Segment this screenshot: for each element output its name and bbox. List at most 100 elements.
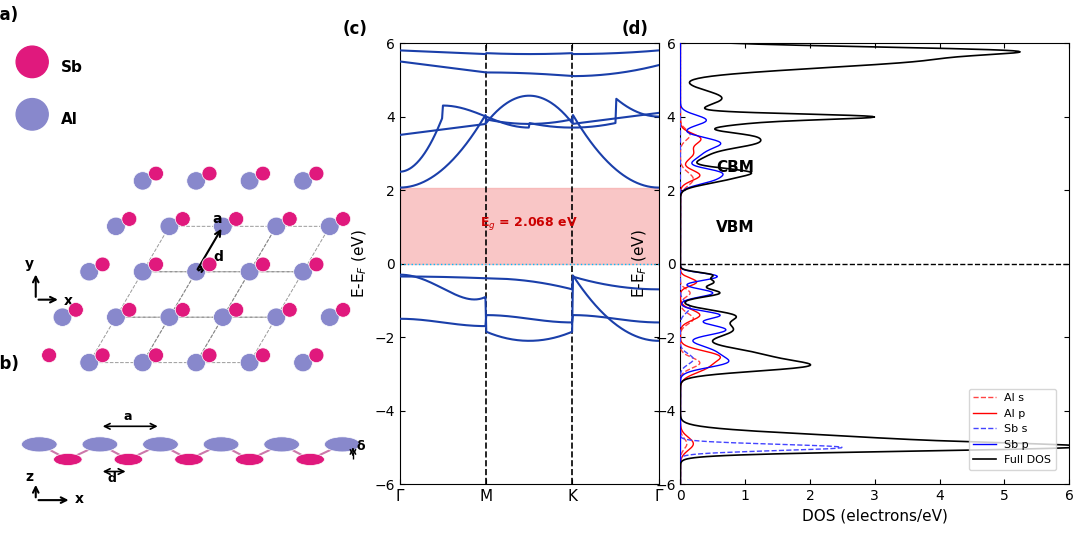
- Circle shape: [16, 46, 49, 77]
- Circle shape: [294, 353, 312, 372]
- Text: a: a: [123, 410, 132, 423]
- Circle shape: [95, 348, 110, 363]
- Circle shape: [321, 217, 339, 236]
- Circle shape: [264, 437, 299, 452]
- Sb p: [674, 40, 687, 46]
- Al s: [674, 213, 687, 220]
- Al s: [674, 146, 687, 153]
- Circle shape: [160, 308, 179, 327]
- Circle shape: [143, 437, 178, 452]
- Circle shape: [122, 302, 137, 317]
- Sb p: [674, 454, 687, 461]
- Circle shape: [256, 257, 270, 272]
- Circle shape: [321, 308, 339, 327]
- Text: (b): (b): [0, 355, 19, 373]
- Y-axis label: E-E$_F$ (eV): E-E$_F$ (eV): [350, 229, 368, 298]
- Circle shape: [229, 302, 244, 317]
- Full DOS: [721, 40, 734, 46]
- Text: d: d: [213, 250, 222, 264]
- Circle shape: [296, 454, 324, 465]
- Circle shape: [235, 454, 264, 465]
- Circle shape: [324, 437, 360, 452]
- Sb s: [674, 481, 687, 487]
- Bar: [400, 188, 659, 264]
- Sb s: [675, 454, 688, 461]
- Legend: Al s, Al p, Sb s, Sb p, Full DOS: Al s, Al p, Sb s, Sb p, Full DOS: [969, 389, 1056, 470]
- Sb p: [674, 101, 687, 108]
- Line: Al p: Al p: [680, 43, 720, 484]
- Al p: [674, 101, 687, 108]
- Circle shape: [294, 263, 312, 281]
- Circle shape: [282, 211, 297, 226]
- Circle shape: [149, 166, 163, 181]
- Circle shape: [80, 263, 98, 281]
- Circle shape: [229, 211, 244, 226]
- Text: d: d: [107, 472, 116, 485]
- Circle shape: [214, 217, 232, 236]
- Al p: [675, 454, 688, 461]
- Text: (c): (c): [342, 20, 367, 38]
- Text: Al: Al: [60, 112, 78, 127]
- Full DOS: [720, 146, 733, 153]
- Circle shape: [256, 166, 270, 181]
- Circle shape: [336, 211, 351, 226]
- Text: x: x: [65, 294, 73, 308]
- Circle shape: [240, 172, 259, 190]
- Text: (a): (a): [0, 6, 19, 24]
- Circle shape: [16, 98, 49, 130]
- Circle shape: [54, 454, 82, 465]
- Sb s: [674, 146, 687, 153]
- Circle shape: [122, 211, 137, 226]
- Al s: [674, 454, 687, 461]
- Full DOS: [674, 213, 687, 220]
- Circle shape: [282, 302, 297, 317]
- Circle shape: [80, 353, 98, 372]
- Circle shape: [133, 263, 152, 281]
- Text: E$_g$ = 2.068 eV: E$_g$ = 2.068 eV: [481, 215, 578, 232]
- Circle shape: [107, 217, 125, 236]
- Circle shape: [309, 348, 324, 363]
- Al p: [674, 213, 687, 220]
- Circle shape: [203, 437, 239, 452]
- Full DOS: [693, 454, 706, 461]
- Full DOS: [705, 101, 718, 108]
- Circle shape: [160, 217, 179, 236]
- Circle shape: [187, 353, 205, 372]
- Circle shape: [133, 172, 152, 190]
- Y-axis label: E-E$_F$ (eV): E-E$_F$ (eV): [631, 229, 649, 298]
- Circle shape: [202, 348, 217, 363]
- Circle shape: [68, 302, 83, 317]
- Al s: [674, 101, 687, 108]
- Circle shape: [175, 302, 190, 317]
- Sb p: [703, 146, 716, 153]
- Circle shape: [267, 217, 286, 236]
- Text: VBM: VBM: [716, 221, 755, 235]
- Text: (d): (d): [622, 20, 649, 38]
- Al p: [674, 200, 687, 207]
- Circle shape: [175, 454, 203, 465]
- Circle shape: [114, 454, 143, 465]
- Text: x: x: [75, 492, 84, 506]
- Al p: [674, 225, 687, 231]
- Circle shape: [149, 348, 163, 363]
- Circle shape: [187, 172, 205, 190]
- Circle shape: [294, 172, 312, 190]
- Line: Full DOS: Full DOS: [680, 43, 1080, 484]
- Circle shape: [149, 257, 163, 272]
- Line: Sb s: Sb s: [680, 43, 842, 484]
- Circle shape: [202, 257, 217, 272]
- Al s: [674, 225, 687, 231]
- Circle shape: [82, 437, 118, 452]
- Al s: [674, 200, 687, 207]
- Circle shape: [107, 308, 125, 327]
- Circle shape: [214, 308, 232, 327]
- Circle shape: [240, 353, 259, 372]
- Text: CBM: CBM: [716, 160, 754, 175]
- Circle shape: [256, 348, 270, 363]
- Circle shape: [53, 308, 72, 327]
- Circle shape: [202, 166, 217, 181]
- Text: a: a: [212, 212, 221, 226]
- Line: Sb p: Sb p: [680, 43, 729, 484]
- Sb p: [674, 213, 687, 220]
- Full DOS: [674, 481, 687, 487]
